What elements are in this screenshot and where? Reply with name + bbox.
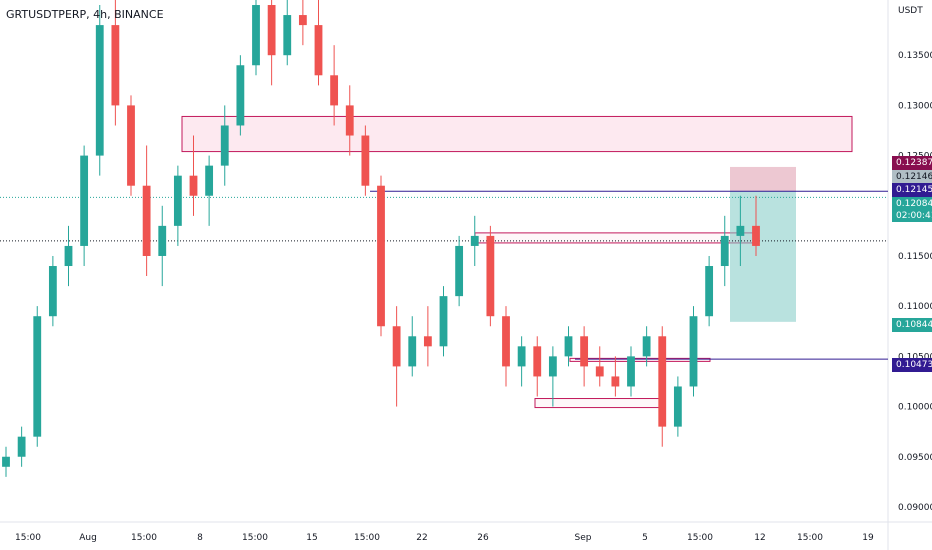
supply-demand-zone[interactable] [181, 115, 853, 153]
candle-body [252, 5, 260, 66]
x-tick-label: 15:00 [242, 533, 268, 543]
candle-body [80, 155, 89, 246]
y-tick-label: 0.10500 [898, 352, 932, 362]
price-label-stop: 0.12387 [892, 156, 932, 170]
candle-body [533, 346, 542, 377]
candle-body [423, 336, 432, 347]
candle-body [189, 175, 198, 196]
candle-body [127, 105, 135, 186]
candle-body [64, 245, 73, 267]
x-tick-label: 15:00 [687, 533, 713, 543]
x-tick-label: 5 [642, 533, 648, 543]
candle-body [658, 336, 667, 427]
y-tick-label: 0.11500 [898, 252, 932, 262]
x-tick-label: Aug [79, 533, 97, 543]
candle-body [564, 336, 573, 357]
x-tick-label: 19 [862, 533, 874, 543]
x-tick-label: 15:00 [131, 533, 157, 543]
candle-body [486, 235, 495, 317]
candle-body [455, 245, 464, 297]
candle-body [595, 366, 604, 377]
candle-body [17, 436, 26, 457]
x-tick-label: 15:00 [797, 533, 823, 543]
candle-body [48, 266, 57, 317]
candle-body [439, 296, 448, 347]
candle-body [752, 225, 760, 246]
candle-body [267, 5, 276, 56]
candle-body [95, 25, 104, 156]
candle-body [2, 456, 10, 467]
candle-body [705, 266, 714, 317]
candle-body [345, 105, 354, 136]
x-tick-label: 15:00 [15, 533, 41, 543]
y-tick-label: 0.09500 [898, 453, 932, 463]
price-unit: USDT [898, 6, 923, 16]
price-countdown: 02:00:41 [892, 210, 932, 222]
candle-body [111, 25, 120, 106]
candle-body [392, 326, 401, 367]
price-label-resistance: 0.12145 [892, 183, 932, 197]
price-label-support: 0.10473 [892, 358, 932, 372]
x-tick-label: 15 [306, 533, 317, 543]
candle-body [548, 356, 557, 377]
y-tick-label: 0.13500 [898, 51, 932, 61]
candle-body [736, 225, 745, 236]
x-tick-label: 12 [754, 533, 765, 543]
candle-body [689, 316, 698, 387]
supply-demand-zone[interactable] [534, 398, 664, 409]
candle-body [673, 386, 682, 427]
x-tick-label: 15:00 [354, 533, 380, 543]
chart-title: GRTUSDTPERP, 4h, BINANCE [6, 8, 164, 21]
candle-body [33, 316, 42, 437]
price-label-entry: 0.12146 [892, 170, 932, 184]
y-tick-label: 0.09000 [898, 503, 932, 513]
y-tick-label: 0.13000 [898, 101, 932, 111]
candle-body [377, 185, 385, 327]
candle-body [502, 316, 510, 367]
stop-loss-area[interactable] [730, 166, 796, 192]
candle-body [220, 125, 229, 166]
supply-demand-zone[interactable] [569, 357, 711, 362]
candle-body [283, 15, 292, 56]
price-label-current: 0.12084 [892, 197, 932, 211]
x-tick-label: Sep [575, 533, 592, 543]
y-tick-label: 0.10000 [898, 403, 932, 413]
candle-body [470, 235, 479, 246]
x-tick-label: 26 [477, 533, 489, 543]
candle-body [142, 185, 151, 256]
x-tick-label: 8 [197, 533, 203, 543]
candle-body [720, 235, 729, 267]
candle-body [361, 135, 370, 186]
candle-body [236, 65, 245, 126]
take-profit-area[interactable] [730, 191, 796, 322]
candle-body [158, 225, 167, 256]
candle-body [611, 376, 620, 387]
price-label-target: 0.10844 [892, 318, 932, 332]
x-tick-label: 22 [416, 533, 427, 543]
candle-body [298, 15, 307, 26]
y-tick-label: 0.11000 [898, 302, 932, 312]
candle-body [580, 336, 589, 367]
candle-body [314, 25, 323, 76]
candle-body [517, 346, 526, 367]
candle-body [408, 336, 417, 367]
candle-body [642, 336, 651, 357]
candle-body [205, 165, 214, 196]
supply-demand-zone[interactable] [474, 232, 758, 244]
candle-body [173, 175, 182, 226]
candle-body [627, 356, 635, 387]
candle-body [330, 75, 339, 106]
